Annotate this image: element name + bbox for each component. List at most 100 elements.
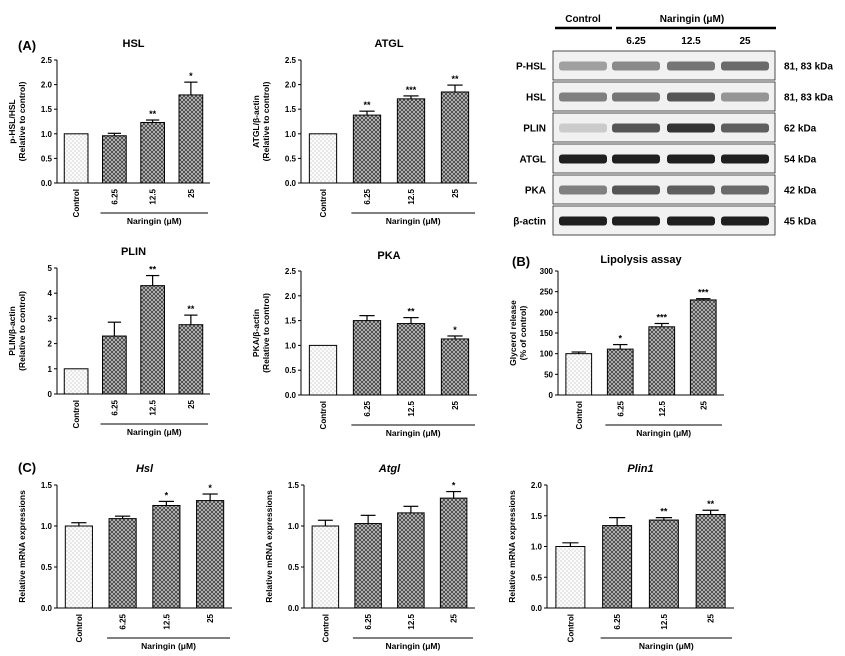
y-tick-label: 1.5: [285, 317, 297, 326]
y-tick-label: 2.5: [285, 56, 297, 65]
blot-band: [667, 61, 715, 71]
y-axis-label: p-HSL/HSL: [7, 99, 17, 143]
y-tick-label: 0.0: [41, 179, 53, 188]
y-tick-label: 1.5: [285, 105, 297, 114]
blot-header-treatment: Naringin (μM): [660, 14, 724, 25]
chart-title: Lipolysis assay: [600, 254, 682, 266]
y-tick-label: 2.0: [285, 292, 297, 301]
y-tick-label: 1.5: [41, 481, 53, 490]
y-tick-label: 0.5: [41, 154, 53, 163]
blot-band: [559, 154, 607, 164]
blot-size-label: 81, 83 kDa: [784, 93, 833, 104]
bar-12-5: [396, 98, 426, 184]
y-tick-label: 1.0: [41, 130, 53, 139]
y-axis-label: PKA/β-actin: [251, 309, 261, 357]
y-tick-label: 0.0: [531, 604, 543, 613]
bar-12-5: [397, 512, 425, 609]
bar-control: [555, 546, 586, 609]
x-tick-label: 12.5: [407, 613, 416, 629]
y-tick-label: 5: [48, 264, 53, 273]
blot-band: [559, 216, 607, 226]
bar-6-25: [352, 320, 382, 396]
blot-band: [612, 185, 660, 195]
x-tick-label: 25: [187, 188, 196, 197]
x-tick-label: Control: [575, 401, 584, 429]
x-tick-label: 25: [450, 613, 459, 622]
blot-dose-label: 12.5: [681, 36, 701, 47]
x-tick-label: 6.25: [364, 613, 373, 629]
blot-band: [721, 154, 769, 164]
y-tick-label: 1.5: [41, 105, 53, 114]
significance-marker: **: [187, 304, 195, 314]
blot-protein-label: ATGL: [520, 155, 546, 166]
x-tick-label: 12.5: [407, 188, 416, 204]
x-axis-label: Naringin (μM): [386, 428, 441, 438]
blot-size-label: 45 kDa: [784, 217, 817, 228]
y-tick-label: 1.0: [531, 543, 543, 552]
blot-band: [721, 123, 769, 133]
bar-12-5: [396, 323, 426, 396]
blot-protein-label: HSL: [526, 93, 546, 104]
y-tick-label: 1.0: [288, 522, 300, 531]
y-tick-label: 2.5: [285, 267, 297, 276]
blot-band: [559, 92, 607, 102]
bar-6-25: [102, 135, 127, 184]
x-tick-label: Control: [319, 189, 328, 217]
blot-size-label: 81, 83 kDa: [784, 62, 833, 73]
y-tick-label: 0: [48, 390, 53, 399]
chart-title: PKA: [377, 250, 400, 262]
chart-hsl_mrna: Hsl Relative mRNA expressions 0.0 0.5 1.0 1.5…: [17, 463, 232, 651]
y-tick-label: 2: [48, 340, 53, 349]
chart-plin1_mrna: Plin1 Relative mRNA expressions 0.0 0.5 1.0 1…: [507, 463, 734, 651]
bar-25: [440, 338, 470, 396]
significance-marker: *: [453, 325, 457, 335]
bar-25: [689, 299, 717, 396]
blot-band: [612, 216, 660, 226]
bar-control: [308, 344, 338, 396]
y-tick-label: 0.0: [288, 604, 300, 613]
western-blot: Control Naringin (μM) 6.25 12.5 25 P-HSL 81, 8…: [513, 14, 833, 236]
y-axis-label: Relative mRNA expressions: [507, 490, 517, 603]
bar-control: [63, 133, 89, 184]
y-tick-label: 50: [544, 370, 553, 379]
x-tick-label: 25: [206, 613, 215, 622]
y-tick-label: 2.0: [41, 81, 53, 90]
y-axis-label: PLIN/β-actin: [7, 306, 17, 356]
x-axis-label: Naringin (μM): [636, 428, 691, 438]
y-tick-label: 1.5: [288, 481, 300, 490]
y-tick-label: 2.0: [531, 481, 543, 490]
panel-label-c: (C): [18, 460, 36, 475]
x-tick-label: 25: [451, 400, 460, 409]
x-tick-label: 12.5: [149, 188, 158, 204]
chart-hsl: HSL p-HSL/HSL (Relative to control) 0.0 0.5 1…: [7, 38, 210, 226]
y-tick-label: 200: [540, 308, 554, 317]
x-tick-label: 12.5: [162, 613, 171, 629]
significance-marker: **: [407, 307, 415, 317]
y-tick-label: 0.5: [285, 366, 297, 375]
significance-marker: **: [149, 265, 157, 275]
blot-band: [721, 216, 769, 226]
y-tick-label: 2.5: [41, 56, 53, 65]
bar-control: [63, 368, 89, 395]
blot-dose-label: 6.25: [626, 36, 646, 47]
chart-lipolysis: Lipolysis assay Glycerol release (% of con…: [508, 254, 724, 438]
y-tick-label: 100: [540, 350, 554, 359]
blot-band: [721, 61, 769, 71]
blot-size-label: 62 kDa: [784, 124, 817, 135]
x-tick-label: 12.5: [407, 400, 416, 416]
x-tick-label: 25: [187, 399, 196, 408]
x-tick-label: Control: [72, 400, 81, 428]
significance-marker: ***: [698, 288, 709, 298]
significance-marker: **: [707, 499, 715, 509]
x-tick-label: 6.25: [363, 400, 372, 416]
chart-title: HSL: [123, 38, 145, 50]
blot-band: [559, 123, 607, 133]
x-axis-label: Naringin (μM): [386, 216, 441, 226]
bar-12-5: [140, 285, 165, 395]
bar-control: [311, 525, 340, 609]
y-tick-label: 1.5: [531, 512, 543, 521]
chart-atgl_mrna: Atgl Relative mRNA expressions 0.0 0.5 1.0 1.…: [264, 463, 475, 651]
significance-marker: *: [452, 481, 456, 491]
bar-25: [439, 497, 468, 609]
bar-6-25: [606, 348, 634, 396]
